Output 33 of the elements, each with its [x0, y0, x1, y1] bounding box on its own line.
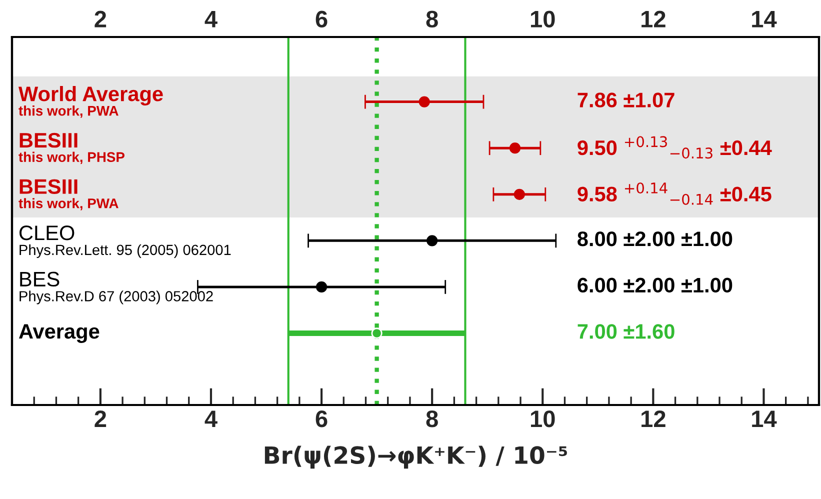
x-tick-label: 4 — [204, 10, 218, 28]
x2-tick-label: 6 — [316, 410, 328, 428]
x-axis-title: Br(ψ(2S)→φK⁺K⁻) / 10⁻⁵ — [264, 446, 567, 469]
point — [509, 142, 521, 154]
point — [418, 96, 430, 108]
x2-tick-label: 12 — [642, 410, 666, 427]
point — [426, 235, 438, 246]
y-tick-label: BES Phys.Rev.D 67 (2003) 052002 — [20, 272, 213, 304]
text: 6.00 ±2.00 ±1.00 — [578, 278, 732, 293]
point — [371, 328, 382, 339]
y-tick-label: BESIII this work, PWA — [18, 179, 118, 210]
x-tick-label: 8 — [426, 10, 438, 28]
x-tick-label: 6 — [316, 10, 328, 28]
text: 7.86 ±1.07 — [578, 92, 674, 108]
text: 9.50 $^{+0.13}$$_{−0.13}$ ±0.44 — [578, 136, 772, 159]
x-tick-label: 12 — [642, 10, 666, 28]
x-tick-label: 2 — [94, 10, 106, 28]
text: 7.00 ±1.60 — [578, 324, 674, 339]
x2-tick-label: 2 — [94, 410, 106, 427]
y-tick-label: CLEO Phys.Rev.Lett. 95 (2005) 062001 — [20, 226, 231, 258]
x-tick-label: 14 — [752, 10, 777, 28]
x2-tick-label: 10 — [530, 410, 555, 428]
x2-tick-label: 14 — [752, 410, 777, 427]
x2-tick-label: 4 — [204, 410, 218, 427]
y-tick-label: BESIII this work, PHSP — [18, 132, 124, 164]
point — [514, 188, 525, 200]
point — [316, 281, 328, 293]
x-tick-label: 10 — [530, 10, 555, 28]
x2-tick-label: 8 — [426, 410, 438, 428]
text: 8.00 ±2.00 ±1.00 — [578, 232, 732, 246]
y-tick-label: Average — [18, 324, 100, 343]
y-tick-label: World Average this work, PWA — [18, 86, 163, 118]
text: 9.58 $^{+0.14}$$_{−0.14}$ ±0.45 — [578, 182, 772, 205]
